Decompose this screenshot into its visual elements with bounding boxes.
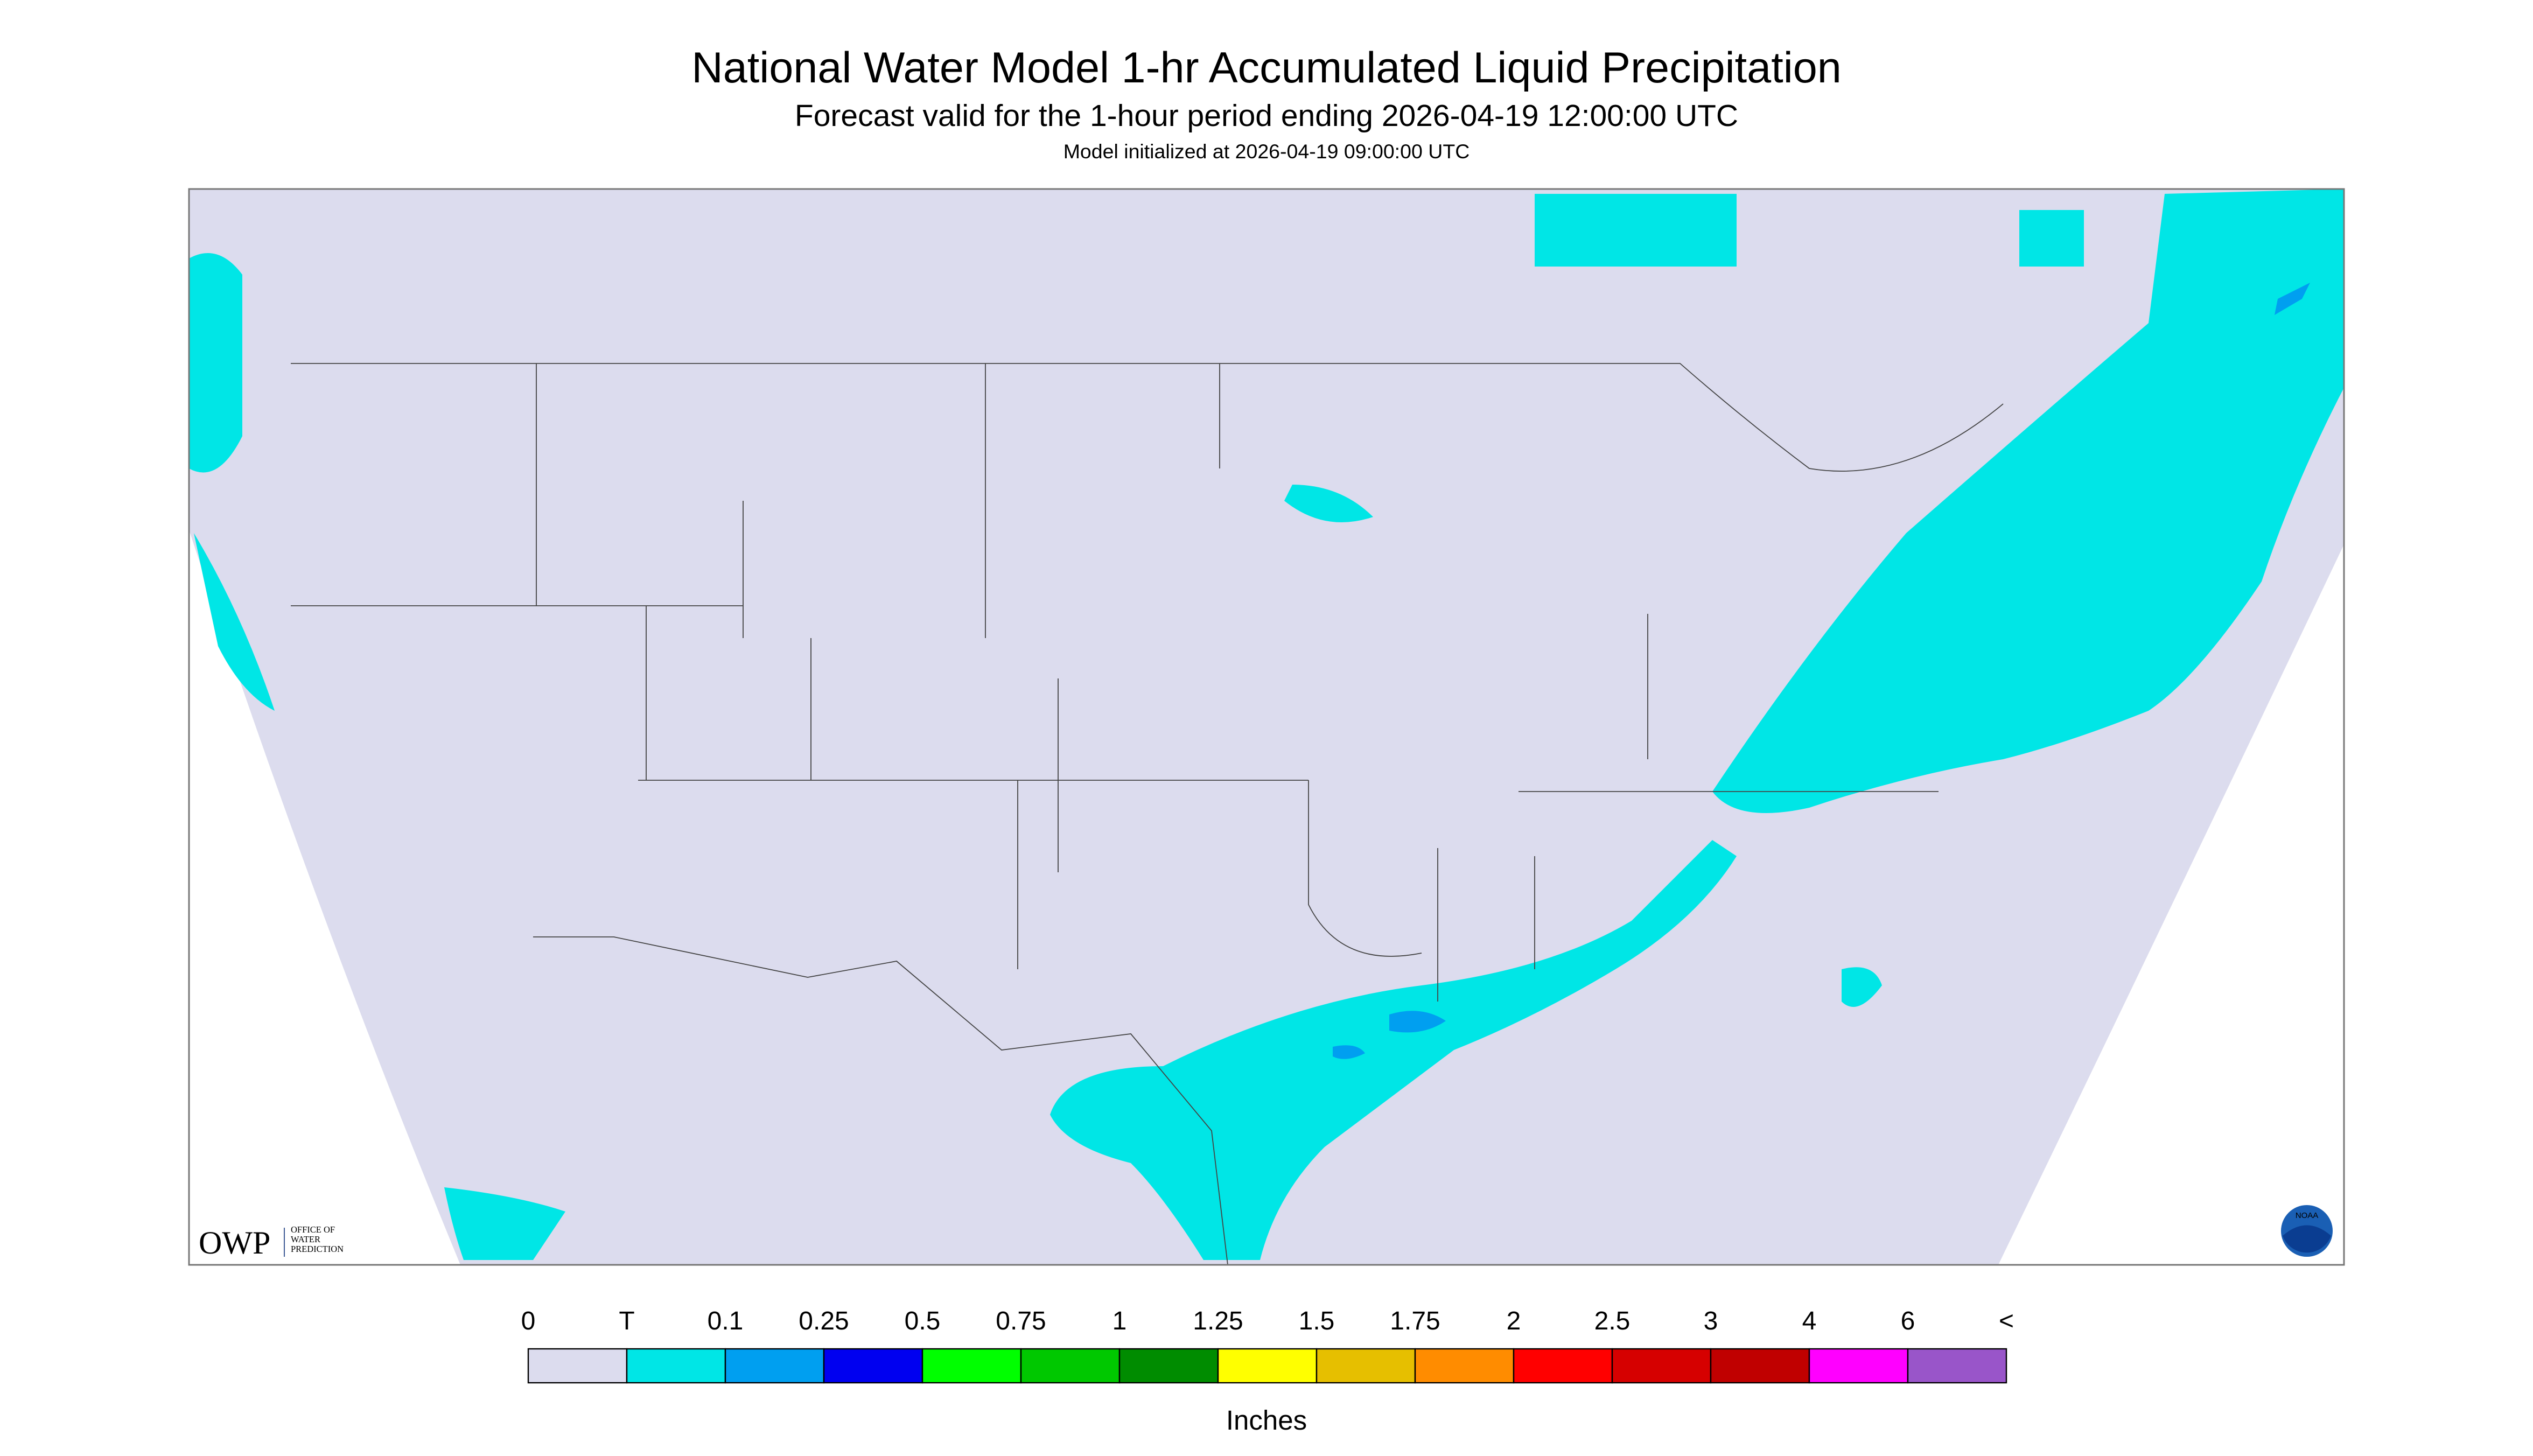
legend-swatch — [1808, 1348, 1909, 1384]
legend-label: 6 — [1901, 1307, 1915, 1335]
owp-text: OFFICE OF — [291, 1224, 335, 1235]
legend-swatch — [921, 1348, 1022, 1384]
legend-label: < — [1999, 1307, 2014, 1335]
legend-swatch — [1316, 1348, 1416, 1384]
legend-swatch — [1513, 1348, 1613, 1384]
legend-label: 2 — [1507, 1307, 1521, 1335]
noaa-text: NOAA — [2296, 1211, 2319, 1220]
legend-swatch — [1217, 1348, 1318, 1384]
owp-text: WATER — [291, 1234, 320, 1244]
init-time: Model initialized at 2026-04-19 09:00:00… — [1063, 140, 1470, 163]
legend-label: 2.5 — [1594, 1307, 1631, 1335]
map: OWP OFFICE OF WATER PREDICTION NOAA — [188, 188, 2345, 1266]
legend-swatch — [823, 1348, 923, 1384]
legend-label: 0.25 — [799, 1307, 849, 1335]
map-domain — [189, 189, 2344, 1265]
legend-label: 0.1 — [708, 1307, 744, 1335]
legend-swatch — [724, 1348, 825, 1384]
legend-swatch — [1020, 1348, 1121, 1384]
legend-unit: Inches — [1226, 1405, 1307, 1436]
legend: 0 T 0.1 0.25 0.5 0.75 1 1.25 1.5 1.75 2 2.5 3 4 6 < — [521, 1307, 2014, 1384]
legend-label: 1.5 — [1299, 1307, 1335, 1335]
legend-swatch — [1611, 1348, 1712, 1384]
legend-swatch — [1710, 1348, 1810, 1384]
owp-logo: OWP — [199, 1225, 270, 1261]
legend-label: 1.75 — [1390, 1307, 1440, 1335]
precip-areas — [189, 189, 2344, 1261]
legend-swatch — [1118, 1348, 1219, 1384]
boundaries — [291, 363, 2004, 1265]
legend-label: 1.25 — [1193, 1307, 1243, 1335]
title: National Water Model 1-hr Accumulated Li… — [691, 44, 1842, 92]
legend-swatch — [626, 1348, 726, 1384]
subtitle: Forecast valid for the 1-hour period end… — [795, 99, 1738, 133]
legend-label: 3 — [1704, 1307, 1718, 1335]
legend-swatch — [527, 1348, 628, 1384]
legend-label: 4 — [1802, 1307, 1817, 1335]
legend-label: 0.5 — [905, 1307, 941, 1335]
legend-swatch — [1907, 1348, 2007, 1384]
legend-swatch — [1414, 1348, 1515, 1384]
legend-label: 0.75 — [996, 1307, 1046, 1335]
owp-text: PREDICTION — [291, 1244, 344, 1254]
precip-areas-heavier — [1333, 283, 2310, 1059]
legend-label: 1 — [1112, 1307, 1127, 1335]
legend-label: 0 — [521, 1307, 536, 1335]
legend-label: T — [619, 1307, 634, 1335]
